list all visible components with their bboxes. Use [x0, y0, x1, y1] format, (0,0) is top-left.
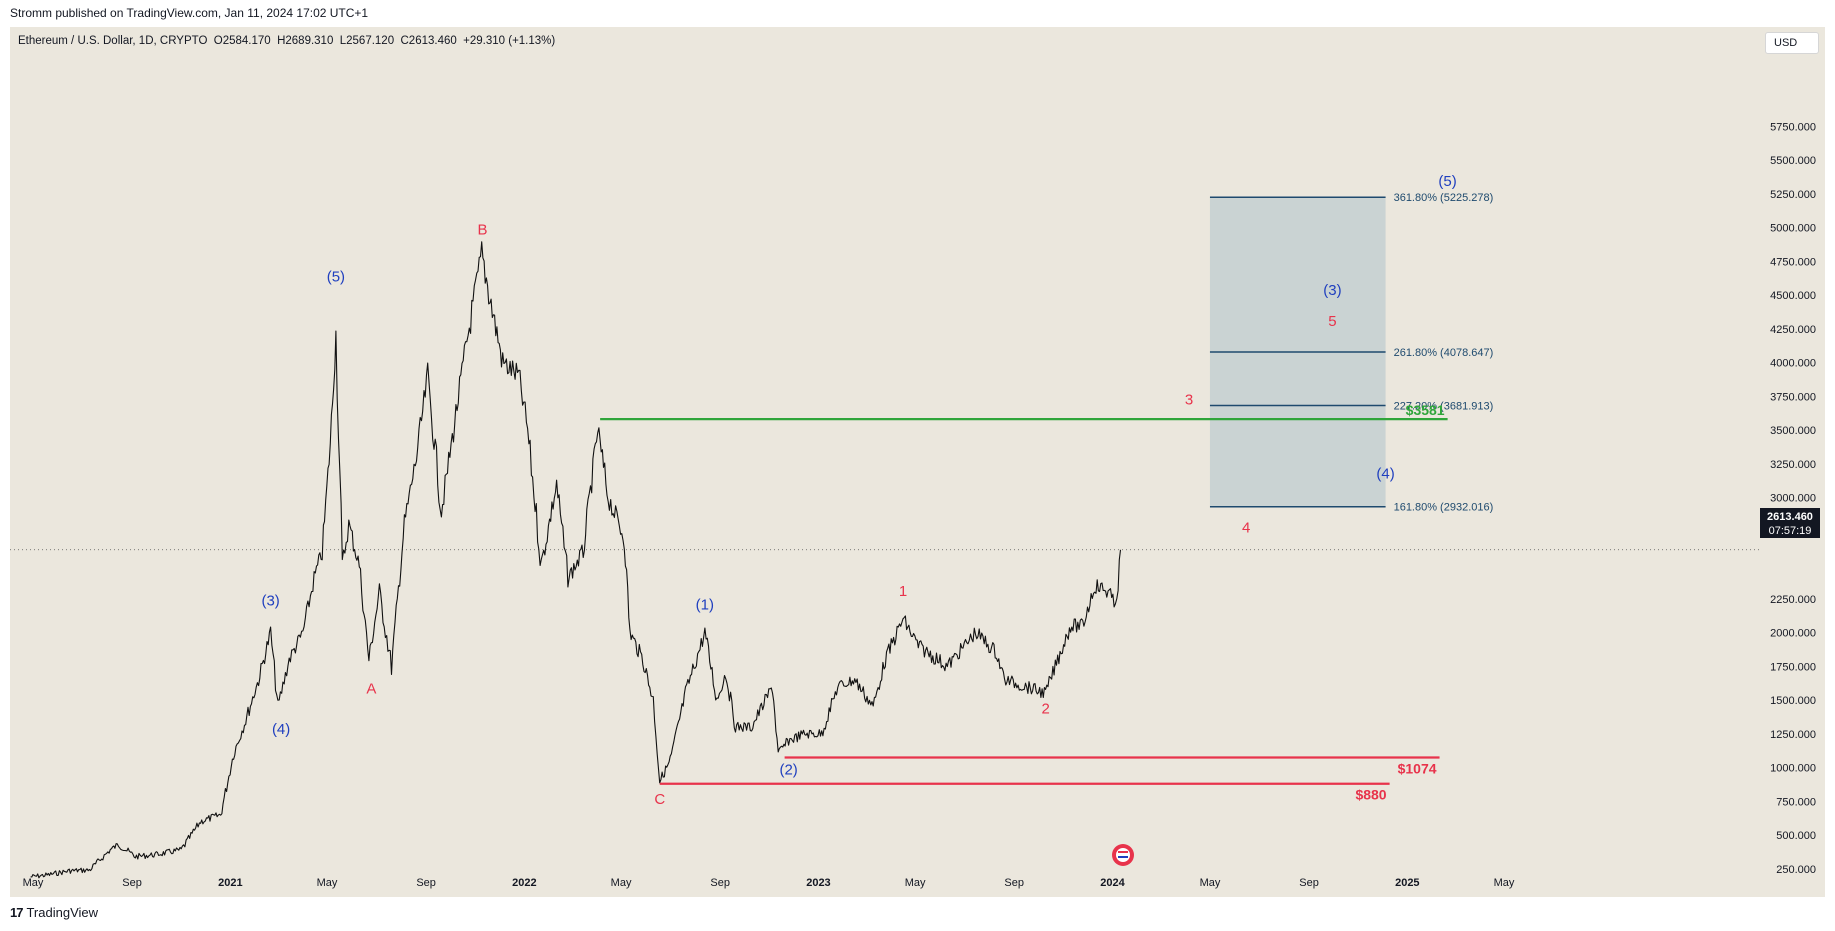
x-tick-label: May [23, 877, 44, 889]
x-tick-label: Sep [1004, 877, 1024, 889]
x-tick-label: May [905, 877, 926, 889]
wave-label: 2 [1041, 701, 1049, 718]
price-series-layer [30, 241, 1122, 879]
x-tick-label: May [1494, 877, 1515, 889]
wave-label: 5 [1328, 313, 1336, 330]
y-tick-label: 3750.000 [1770, 391, 1816, 403]
price-tag-box [1760, 508, 1820, 538]
x-tick-label: May [317, 877, 338, 889]
y-tick-label: 4500.000 [1770, 290, 1816, 302]
publish-caption: Stromm published on TradingView.com, Jan… [10, 6, 369, 20]
tradingview-logo-icon: 17 [10, 905, 24, 920]
wave-label: (3) [261, 593, 279, 610]
chart-panel[interactable] [10, 27, 1825, 897]
tradingview-footer[interactable]: 17 TradingView [10, 905, 98, 920]
fib-level-label: 161.80% (2932.016) [1394, 502, 1494, 514]
price-tag-countdown: 07:57:19 [1769, 525, 1812, 537]
x-tick-label: Sep [1299, 877, 1319, 889]
y-tick-label: 5000.000 [1770, 223, 1816, 235]
x-axis[interactable]: May Sep 2021 May Sep 2022 May Sep 2023 May Sep 2024… [23, 877, 1515, 889]
fib-extension-layer: 361.80% (5225.278) 261.80% (4078.647) 227.… [1209, 192, 1494, 514]
wave-labels-layer: (5) (3) (4) A B C (1) (2) 1 2 3 4 5 (3) (4) (5) [261, 173, 1456, 808]
wave-label: 3 [1185, 391, 1193, 408]
wave-label: (4) [1376, 466, 1394, 483]
wave-label: A [366, 680, 376, 697]
y-tick-label: 2250.000 [1770, 594, 1816, 606]
level-label-resistance: $3581 [1406, 402, 1445, 418]
y-tick-label: 4750.000 [1770, 256, 1816, 268]
wave-label: B [478, 221, 488, 238]
y-tick-label: 5500.000 [1770, 155, 1816, 167]
symbol-ohlc-info: Ethereum / U.S. Dollar, 1D, CRYPTO O2584… [18, 35, 556, 47]
x-tick-label: 2022 [512, 877, 536, 889]
level-label-support-low: $880 [1355, 787, 1386, 803]
y-tick-label: 1000.000 [1770, 763, 1816, 775]
y-tick-label: 250.000 [1776, 864, 1816, 876]
tradingview-brand-text: TradingView [26, 905, 99, 920]
y-tick-label: 4250.000 [1770, 324, 1816, 336]
wave-label: (4) [272, 721, 290, 738]
x-tick-label: Sep [710, 877, 730, 889]
wave-label: (5) [1438, 173, 1456, 190]
fib-level-label: 261.80% (4078.647) [1394, 347, 1494, 359]
wave-label: (3) [1323, 282, 1341, 299]
y-axis[interactable]: 250.000 500.000 750.000 1000.000 1250.000 150… [1770, 121, 1816, 875]
wave-label: 4 [1242, 520, 1250, 537]
fib-level-label: 227.20% (3681.913) [1394, 401, 1494, 413]
y-tick-label: 1750.000 [1770, 661, 1816, 673]
y-tick-label: 3250.000 [1770, 459, 1816, 471]
wave-label: C [654, 791, 665, 808]
x-tick-label: May [611, 877, 632, 889]
y-tick-label: 3500.000 [1770, 425, 1816, 437]
x-tick-label: 2021 [218, 877, 242, 889]
fib-level-label: 361.80% (5225.278) [1394, 192, 1494, 204]
y-tick-label: 500.000 [1776, 830, 1816, 842]
level-label-support-high: $1074 [1398, 761, 1437, 777]
currency-button[interactable]: USD [1765, 32, 1819, 54]
x-tick-label: 2024 [1100, 877, 1125, 889]
y-tick-label: 1250.000 [1770, 729, 1816, 741]
x-tick-label: Sep [416, 877, 436, 889]
x-tick-label: May [1200, 877, 1221, 889]
x-tick-label: 2023 [806, 877, 830, 889]
wave-label: (2) [779, 761, 797, 778]
flag-icon[interactable] [1112, 844, 1134, 866]
y-tick-label: 750.000 [1776, 796, 1816, 808]
wave-label: 1 [899, 583, 907, 600]
y-tick-label: 4000.000 [1770, 358, 1816, 370]
y-tick-label: 5250.000 [1770, 189, 1816, 201]
price-tag-price: 2613.460 [1767, 511, 1813, 523]
price-tag-layer: 2613.460 07:57:19 [1760, 508, 1820, 538]
x-tick-label: 2025 [1395, 877, 1419, 889]
wave-label: (1) [696, 597, 714, 614]
y-tick-label: 2000.000 [1770, 628, 1816, 640]
y-tick-label: 5750.000 [1770, 121, 1816, 133]
y-tick-label: 1500.000 [1770, 695, 1816, 707]
x-tick-label: Sep [122, 877, 142, 889]
horizontal-levels-layer: $3581 $1074 $880 [10, 402, 1760, 803]
wave-label: (5) [327, 269, 345, 286]
price-line [30, 241, 1122, 879]
y-tick-label: 3000.000 [1770, 493, 1816, 505]
